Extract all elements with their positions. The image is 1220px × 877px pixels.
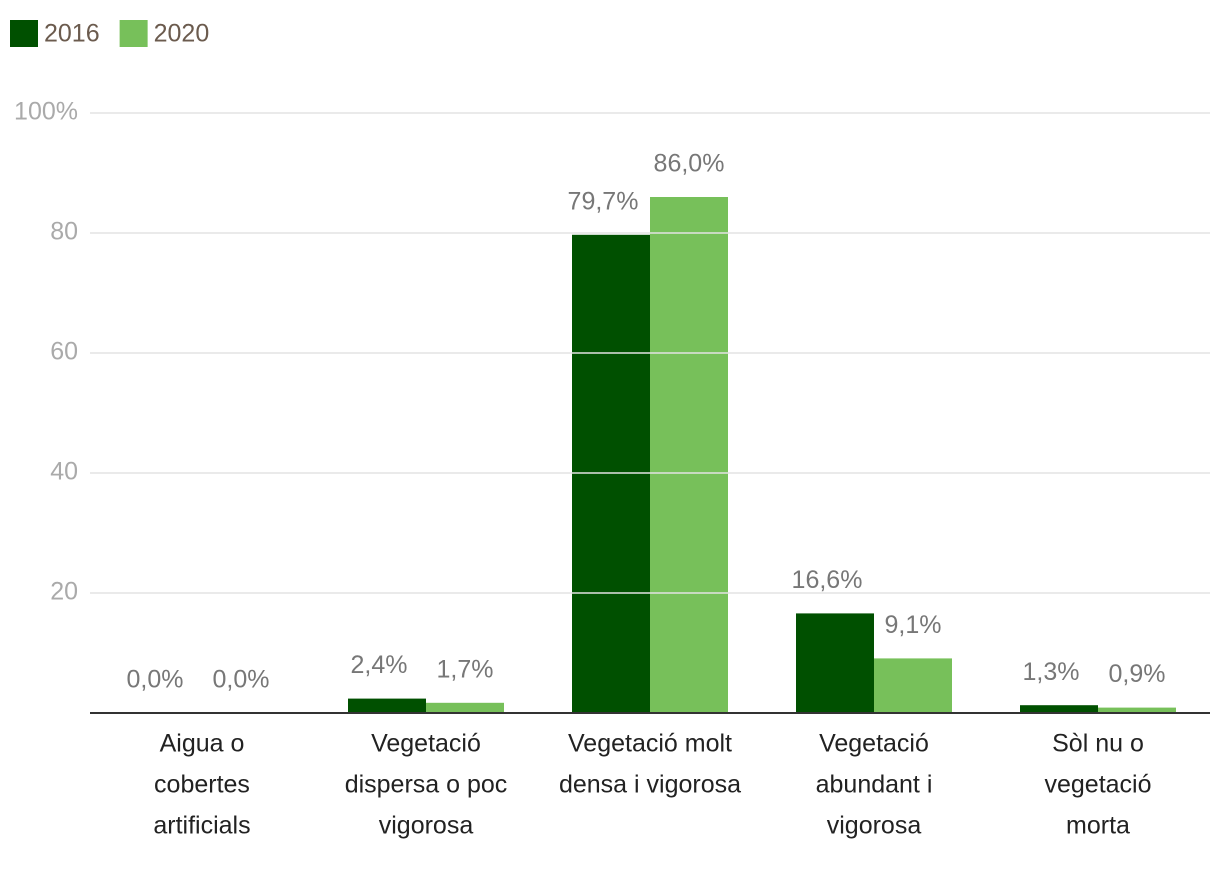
bar <box>348 698 426 713</box>
bar <box>874 658 952 713</box>
value-label: 0,9% <box>1109 660 1166 688</box>
x-tick-label: dispersa o poc <box>345 771 508 799</box>
value-label: 16,6% <box>792 566 863 594</box>
y-tick-label: 100% <box>14 98 78 126</box>
x-tick-label: vigorosa <box>827 812 922 840</box>
x-tick-label: artificials <box>153 812 250 840</box>
bar <box>426 702 504 713</box>
bar <box>1098 707 1176 713</box>
x-tick-label: cobertes <box>154 771 250 799</box>
y-tick-label: 40 <box>50 458 78 486</box>
value-label: 9,1% <box>885 611 942 639</box>
x-tick-label: Aigua o <box>160 730 245 758</box>
value-label: 1,3% <box>1023 658 1080 686</box>
x-tick-label: abundant i <box>816 771 933 799</box>
x-tick-label: Vegetació <box>819 730 929 758</box>
x-tick-label: vegetació <box>1044 771 1151 799</box>
value-label: 86,0% <box>654 150 725 178</box>
x-tick-label: densa i vigorosa <box>559 771 741 799</box>
legend-label: 2020 <box>154 20 210 48</box>
legend-swatch <box>119 20 148 47</box>
legend-swatch <box>10 20 38 47</box>
bar <box>572 234 650 714</box>
x-tick-label: Sòl nu o <box>1052 730 1144 758</box>
bar <box>796 613 874 713</box>
bar <box>1020 705 1098 713</box>
x-tick-label: vigorosa <box>379 812 474 840</box>
x-tick-label: Vegetació <box>371 730 481 758</box>
x-tick-label: morta <box>1066 812 1130 840</box>
x-tick-label: Vegetació molt <box>568 730 732 758</box>
y-tick-label: 80 <box>50 218 78 246</box>
value-label: 2,4% <box>351 651 408 679</box>
y-tick-label: 20 <box>50 578 78 606</box>
value-label: 0,0% <box>213 666 270 694</box>
legend-label: 2016 <box>44 20 100 48</box>
value-label: 0,0% <box>127 666 184 694</box>
y-tick-label: 60 <box>50 338 78 366</box>
bar <box>650 197 728 713</box>
value-label: 79,7% <box>568 187 639 215</box>
value-label: 1,7% <box>437 655 494 683</box>
